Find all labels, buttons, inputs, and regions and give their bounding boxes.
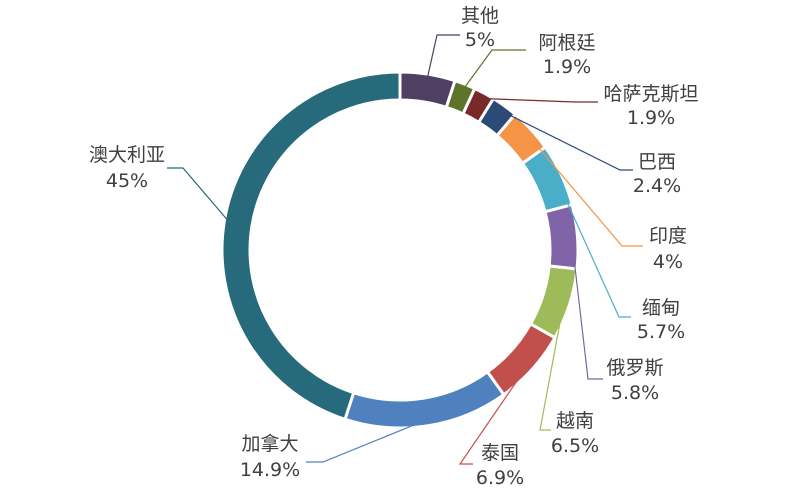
leader-lines — [167, 34, 643, 465]
slice-label: 泰国 — [481, 442, 519, 464]
slice-label: 澳大利亚 — [89, 144, 165, 166]
slice-label: 印度 — [649, 225, 687, 247]
slice-value-label: 5.8% — [611, 382, 659, 404]
donut-slice — [220, 70, 402, 422]
slice-value-label: 6.5% — [551, 435, 599, 457]
leader-line — [306, 419, 427, 463]
slice-value-label: 4% — [653, 251, 683, 273]
slice-label: 俄罗斯 — [606, 357, 663, 379]
slice-value-label: 14.9% — [240, 459, 300, 481]
leader-line — [539, 302, 565, 431]
slice-label: 其他 — [461, 5, 499, 27]
leader-line — [426, 34, 460, 81]
donut-slices — [220, 70, 580, 430]
slice-label: 巴西 — [638, 151, 676, 173]
slice-value-label: 6.9% — [476, 467, 524, 489]
leader-line — [462, 49, 526, 91]
leader-line — [570, 236, 603, 380]
leader-line — [167, 167, 231, 224]
slice-label: 越南 — [556, 410, 594, 432]
donut-slice — [520, 145, 574, 214]
leader-line — [458, 364, 529, 465]
slice-value-label: 5.7% — [637, 321, 685, 343]
slice-label: 阿根廷 — [538, 32, 595, 54]
leader-line — [500, 110, 633, 171]
slice-value-label: 1.9% — [627, 107, 675, 129]
donut-slice — [343, 369, 506, 430]
leader-line — [526, 133, 643, 247]
slice-labels: 其他5% 阿根廷1.9%哈萨克斯坦1.9%巴西2.4%印度4%缅甸5.7%俄罗斯5… — [89, 5, 699, 489]
slice-label: 加拿大 — [241, 432, 298, 455]
leader-line — [481, 97, 598, 103]
slice-value-label: 2.4% — [633, 175, 681, 197]
slice-label: 哈萨克斯坦 — [603, 83, 698, 105]
leader-line — [555, 177, 631, 318]
slice-value-label: 45% — [106, 170, 148, 192]
slice-value-label: 5% — [465, 29, 495, 51]
slice-label: 缅甸 — [642, 297, 680, 319]
slice-value-label: 1.9% — [543, 56, 591, 78]
